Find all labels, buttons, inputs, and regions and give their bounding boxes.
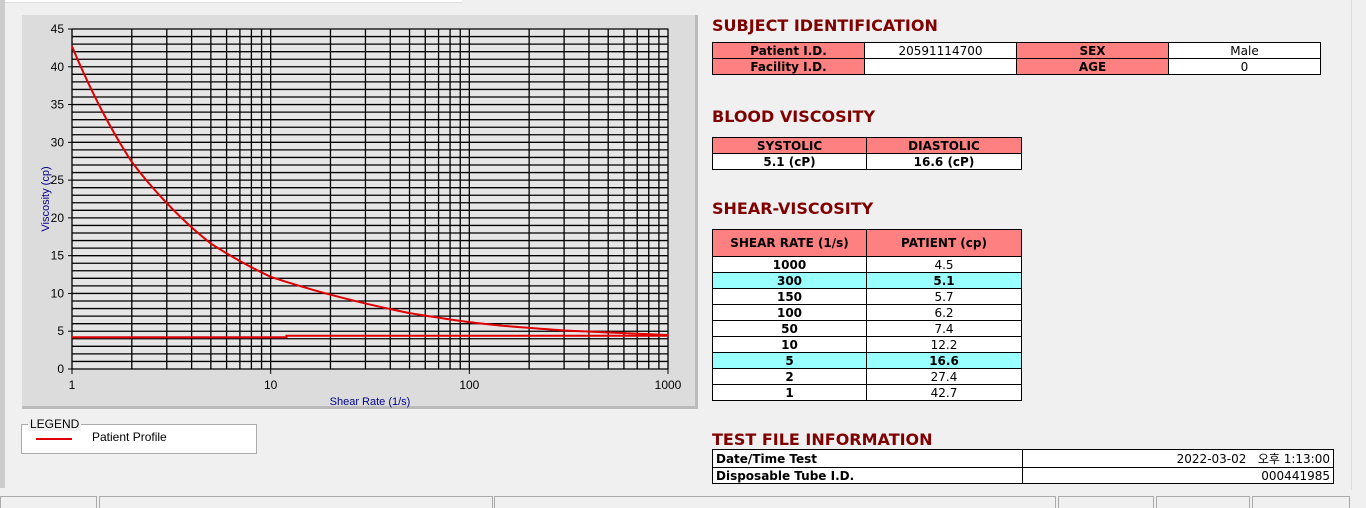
shear-rate-cell: 5 <box>712 352 867 369</box>
shear-table: SHEAR RATE (1/s) PATIENT (cp) 1000 4.5 300 5… <box>712 229 1022 401</box>
legend-title: LEGEND <box>28 417 82 431</box>
systolic-label: SYSTOLIC <box>712 137 867 154</box>
patient-id-label: Patient I.D. <box>712 42 865 59</box>
diastolic-value: 16.6 (cP) <box>866 153 1022 170</box>
shear-rate-cell: 150 <box>712 288 867 305</box>
status-pane-6 <box>1252 496 1350 508</box>
status-pane-5 <box>1156 496 1250 508</box>
shear-rate-cell: 10 <box>712 336 867 353</box>
shear-rate-cell: 300 <box>712 272 867 289</box>
y-tick-label: 30 <box>51 135 65 149</box>
status-pane-1 <box>0 496 97 508</box>
subject-title: SUBJECT IDENTIFICATION <box>712 16 938 35</box>
patient-cell: 12.2 <box>866 336 1022 353</box>
top-box <box>0 0 462 3</box>
x-tick-label: 10 <box>264 378 278 392</box>
sex-label: SEX <box>1016 42 1169 59</box>
date-label: Date/Time Test <box>712 449 1023 468</box>
patient-cell: 7.4 <box>866 320 1022 337</box>
patient-id-value: 20591114700 <box>864 42 1017 59</box>
viscosity-chart: 0 5 10 15 20 25 30 35 40 45 1 10 100 1000 Shear Rate (… <box>40 22 682 408</box>
tube-label: Disposable Tube I.D. <box>712 467 1023 484</box>
shear-rate-header: SHEAR RATE (1/s) <box>712 229 867 257</box>
data-point <box>131 161 133 163</box>
table-row: 150 5.7 <box>712 288 1022 305</box>
plot-area <box>71 28 669 370</box>
table-row: 300 5.1 <box>712 272 1022 289</box>
status-pane-3 <box>494 496 1056 508</box>
data-point <box>71 45 73 48</box>
age-label: AGE <box>1016 58 1169 75</box>
y-tick-label: 10 <box>51 286 65 300</box>
legend-line-swatch <box>36 438 72 440</box>
shear-rate-cell: 100 <box>712 304 867 321</box>
table-row: 1000 4.5 <box>712 256 1022 273</box>
tube-value: 000441985 <box>1022 467 1334 484</box>
x-axis-label: Shear Rate (1/s) <box>330 396 411 408</box>
x-tick-label: 1000 <box>655 378 682 392</box>
shear-rate-cell: 1000 <box>712 256 867 273</box>
y-tick-label: 15 <box>51 249 65 263</box>
y-tick-label: 35 <box>51 98 65 112</box>
table-row: 1 42.7 <box>712 384 1022 401</box>
status-pane-4 <box>1058 496 1154 508</box>
y-tick-label: 45 <box>51 22 65 36</box>
table-row: 5 16.6 <box>712 352 1022 369</box>
y-tick-label: 0 <box>57 362 64 376</box>
left-panel <box>0 0 700 488</box>
y-tick-label: 25 <box>51 173 65 187</box>
data-point <box>210 242 212 245</box>
patient-cell: 27.4 <box>866 368 1022 385</box>
patient-cell: 5.1 <box>866 272 1022 289</box>
patient-cell: 42.7 <box>866 384 1022 401</box>
data-point <box>468 321 471 323</box>
table-row: 100 6.2 <box>712 304 1022 321</box>
date-value: 2022-03-02 오후 1:13:00 <box>1022 449 1334 468</box>
data-point <box>503 325 506 327</box>
y-tick-label: 5 <box>57 324 64 338</box>
table-row: 10 12.2 <box>712 336 1022 353</box>
y-tick-label: 40 <box>51 60 65 74</box>
status-pane-2 <box>99 496 493 508</box>
blood-title: BLOOD VISCOSITY <box>712 107 876 126</box>
x-tick-label: 1 <box>69 378 76 392</box>
shear-title: SHEAR-VISCOSITY <box>712 199 874 218</box>
shear-rate-cell: 50 <box>712 320 867 337</box>
patient-cell: 6.2 <box>866 304 1022 321</box>
facility-value <box>864 58 1017 75</box>
data-point <box>563 329 565 332</box>
chart-frame: 0 5 10 15 20 25 30 35 40 45 1 10 100 1000 Shear Rate (… <box>22 15 698 409</box>
sex-value: Male <box>1168 42 1321 59</box>
table-row: 50 7.4 <box>712 320 1022 337</box>
x-tick-label: 100 <box>459 378 479 392</box>
blood-table: SYSTOLIC DIASTOLIC 5.1 (cP) 16.6 (cP) <box>712 137 1022 170</box>
shear-rate-cell: 1 <box>712 384 867 401</box>
legend: LEGEND Patient Profile <box>21 417 257 454</box>
data-point <box>269 276 272 278</box>
patient-header: PATIENT (cp) <box>866 229 1022 257</box>
y-tick-label: 20 <box>51 211 65 225</box>
patient-cell: 5.7 <box>866 288 1022 305</box>
testfile-title: TEST FILE INFORMATION <box>712 430 933 449</box>
vertical-scrollbar[interactable] <box>1351 0 1366 490</box>
subject-table: Patient I.D. 20591114700 SEX Male Facility … <box>712 42 1321 75</box>
patient-cell: 16.6 <box>866 352 1022 369</box>
legend-label: Patient Profile <box>92 430 167 444</box>
table-row: 2 27.4 <box>712 368 1022 385</box>
patient-cell: 4.5 <box>866 256 1022 273</box>
data-point <box>408 312 411 314</box>
diastolic-label: DIASTOLIC <box>866 137 1022 154</box>
series-baseline <box>72 334 668 339</box>
facility-label: Facility I.D. <box>712 58 865 75</box>
y-axis-label: Viscosity (cp) <box>40 166 52 231</box>
age-value: 0 <box>1168 58 1321 75</box>
testfile-table: Date/Time Test 2022-03-02 오후 1:13:00 Disp… <box>712 449 1334 484</box>
systolic-value: 5.1 (cP) <box>712 153 867 170</box>
shear-rate-cell: 2 <box>712 368 867 385</box>
